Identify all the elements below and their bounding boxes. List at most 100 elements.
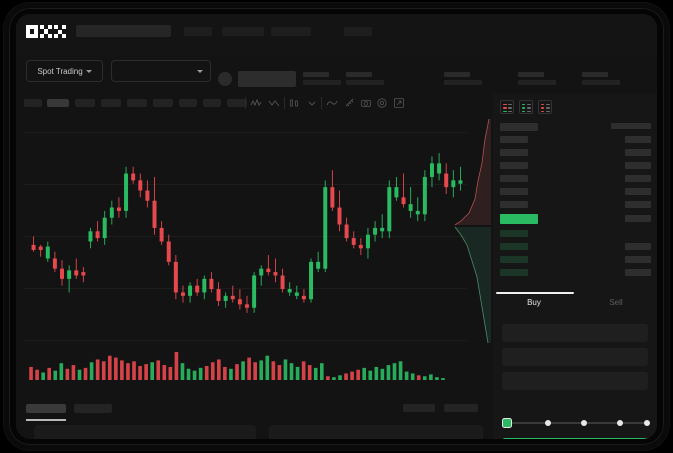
orders-tab-indicator xyxy=(26,419,66,421)
timeframe-chip-0[interactable] xyxy=(24,99,42,107)
gridline xyxy=(24,132,467,133)
timeframe-chip-3[interactable] xyxy=(101,99,121,107)
settings-icon[interactable] xyxy=(376,97,388,109)
bid-row-amount[interactable] xyxy=(625,269,651,276)
last-price-display xyxy=(238,71,296,87)
okx-logo[interactable] xyxy=(26,25,66,38)
nav-item-3[interactable] xyxy=(344,27,372,36)
bid-row-price[interactable] xyxy=(500,256,528,263)
orders-tab-1[interactable] xyxy=(74,404,112,413)
ask-row-amount[interactable] xyxy=(625,162,651,169)
orders-action-1[interactable] xyxy=(444,404,478,412)
slider-stop-75[interactable] xyxy=(617,419,623,426)
nav-item-0[interactable] xyxy=(184,27,212,36)
fullscreen-icon[interactable] xyxy=(393,97,405,109)
amount-field[interactable] xyxy=(502,372,648,390)
trading-mode-selector[interactable]: Spot Trading xyxy=(26,60,103,82)
timeframe-chip-8[interactable] xyxy=(227,99,247,107)
ask-row-price[interactable] xyxy=(500,175,528,182)
timeframe-chip-2[interactable] xyxy=(75,99,95,107)
app-screen: Spot Trading xyxy=(16,14,657,439)
slider-stop-50[interactable] xyxy=(581,419,587,426)
market-subheader: Spot Trading xyxy=(16,49,657,94)
price-field[interactable] xyxy=(502,348,648,366)
chevron-down-icon xyxy=(85,69,92,73)
volume-series xyxy=(29,352,445,380)
timeframe-chip-4[interactable] xyxy=(127,99,147,107)
chevron-down-icon xyxy=(197,69,203,73)
timeframe-chip-7[interactable] xyxy=(203,99,221,107)
candlestick-series xyxy=(31,153,463,313)
ticker-stat-0 xyxy=(303,72,341,85)
camera-icon[interactable] xyxy=(360,97,372,109)
line-chart-icon[interactable] xyxy=(326,97,338,109)
ask-row-amount[interactable] xyxy=(625,175,651,182)
ask-row-amount[interactable] xyxy=(625,149,651,156)
active-tab-indicator xyxy=(496,292,574,294)
orders-panel xyxy=(16,397,493,439)
chevron-down-icon[interactable] xyxy=(306,97,318,109)
timeframe-chip-5[interactable] xyxy=(153,99,173,107)
logo-glyph-k xyxy=(40,25,52,38)
tab-buy[interactable]: Buy xyxy=(527,298,541,307)
gridline xyxy=(24,236,467,237)
bid-row-amount[interactable] xyxy=(625,256,651,263)
bid-row-price[interactable] xyxy=(500,243,528,250)
indicator-icon[interactable] xyxy=(250,97,262,109)
slider-track xyxy=(508,422,644,424)
trading-pair-selector[interactable] xyxy=(111,60,211,82)
ask-row-price[interactable] xyxy=(500,149,528,156)
last-price-row[interactable] xyxy=(500,214,538,224)
trade-side-tabs: Buy Sell xyxy=(493,292,657,318)
price-chart[interactable] xyxy=(16,112,475,397)
trading-mode-label: Spot Trading xyxy=(37,66,83,76)
compare-icon[interactable] xyxy=(268,97,280,109)
tab-sell[interactable]: Sell xyxy=(609,298,623,307)
orderbook-layout-toggles xyxy=(500,100,552,114)
ask-row-amount[interactable] xyxy=(625,201,651,208)
ticker-stat-4 xyxy=(582,72,620,85)
ask-row-amount[interactable] xyxy=(625,188,651,195)
slider-handle[interactable] xyxy=(502,418,512,428)
book-bids-icon[interactable] xyxy=(519,100,533,114)
bid-row-price[interactable] xyxy=(500,269,528,276)
nav-item-1[interactable] xyxy=(222,27,264,36)
order-form xyxy=(493,318,657,439)
top-navbar xyxy=(16,14,657,49)
market-depth-overlay xyxy=(441,117,493,344)
ask-row-amount[interactable] xyxy=(625,136,651,143)
amount-percent-slider[interactable] xyxy=(502,418,650,428)
order-type-field[interactable] xyxy=(502,324,648,342)
bid-row-amount[interactable] xyxy=(625,243,651,250)
book-asks-icon[interactable] xyxy=(538,100,552,114)
orders-card-0[interactable] xyxy=(34,425,256,439)
candle-type-icon[interactable] xyxy=(288,97,300,109)
search-input[interactable] xyxy=(76,25,171,37)
orderbook-header-price xyxy=(500,123,538,131)
ask-row-price[interactable] xyxy=(500,162,528,169)
timeframe-chip-6[interactable] xyxy=(179,99,197,107)
ask-row-price[interactable] xyxy=(500,201,528,208)
toolbar-divider-2 xyxy=(321,97,322,109)
gridline xyxy=(24,340,467,341)
toolbar-divider-1 xyxy=(284,97,285,109)
nav-item-2[interactable] xyxy=(271,27,311,36)
logo-glyph-o xyxy=(26,25,38,38)
orders-tab-0[interactable] xyxy=(26,404,66,413)
slider-stop-25[interactable] xyxy=(545,419,551,426)
timeframe-chip-1[interactable] xyxy=(47,99,69,107)
bid-row-price[interactable] xyxy=(500,230,528,237)
submit-order-button[interactable] xyxy=(502,438,650,439)
book-both-icon[interactable] xyxy=(500,100,514,114)
orders-action-0[interactable] xyxy=(403,404,435,412)
measure-icon[interactable] xyxy=(344,97,356,109)
ask-row-price[interactable] xyxy=(500,136,528,143)
order-book xyxy=(493,94,657,294)
orders-card-1[interactable] xyxy=(269,425,483,439)
ticker-stat-1 xyxy=(346,72,384,85)
slider-stop-100[interactable] xyxy=(644,419,650,426)
ask-row-price[interactable] xyxy=(500,188,528,195)
orderbook-header-amount xyxy=(611,123,651,129)
last-price-amount xyxy=(625,215,651,222)
